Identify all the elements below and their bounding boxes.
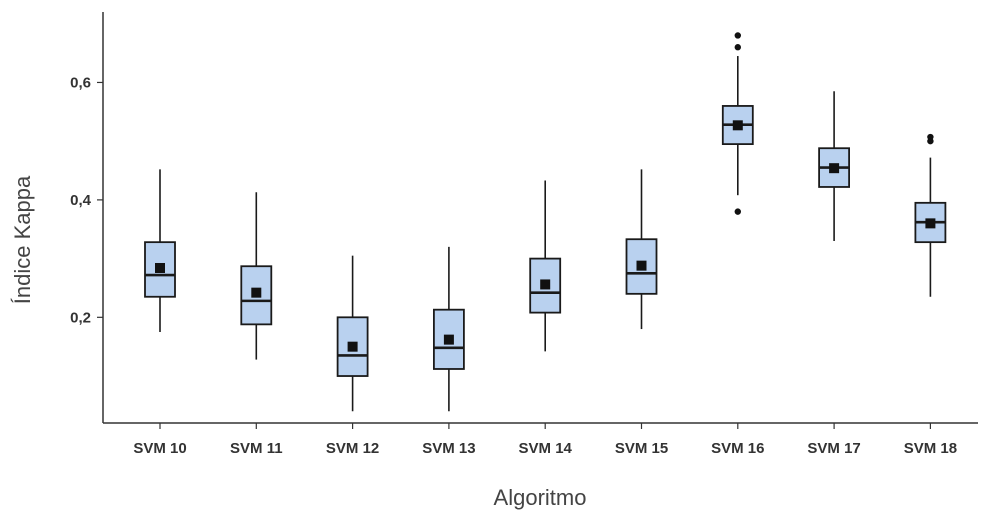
mean-marker xyxy=(540,279,551,290)
x-tick-label: SVM 10 xyxy=(133,440,186,457)
mean-marker xyxy=(347,341,358,352)
x-tick-label: SVM 17 xyxy=(807,440,860,457)
x-axis-title: Algoritmo xyxy=(494,485,587,510)
outlier-point xyxy=(927,133,934,141)
box-group xyxy=(914,133,947,297)
box-group xyxy=(240,192,273,360)
y-tick-label: 0,6 xyxy=(70,74,91,91)
x-ticks: SVM 10 SVM 11 SVM 12 SVM 13 SVM 14 SVM 15 SVM … xyxy=(133,423,957,457)
x-tick-label: SVM 18 xyxy=(904,440,957,457)
box-group xyxy=(529,180,562,352)
mean-marker xyxy=(443,334,454,345)
box-group xyxy=(721,32,754,215)
x-tick-label: SVM 13 xyxy=(422,440,475,457)
outlier-point xyxy=(734,208,741,215)
x-tick-label: SVM 15 xyxy=(615,440,668,457)
y-ticks: 0,2 0,4 0,6 xyxy=(70,74,103,326)
x-tick-label: SVM 14 xyxy=(519,440,573,457)
outlier-point xyxy=(734,44,741,51)
x-tick-label: SVM 11 xyxy=(230,440,283,457)
y-tick-label: 0,2 xyxy=(70,309,91,326)
outlier-point xyxy=(734,32,741,39)
y-tick-label: 0,4 xyxy=(70,192,92,209)
mean-marker xyxy=(155,262,165,273)
x-tick-label: SVM 16 xyxy=(711,440,764,457)
mean-marker xyxy=(925,218,936,229)
box-group xyxy=(144,169,176,332)
box-group xyxy=(625,169,658,330)
axes xyxy=(102,12,978,424)
x-tick-label: SVM 12 xyxy=(326,440,379,457)
box-group xyxy=(432,246,465,412)
mean-marker xyxy=(636,260,647,271)
mean-marker xyxy=(732,120,743,131)
y-axis-title: Índice Kappa xyxy=(10,175,35,304)
mean-marker xyxy=(829,163,840,174)
box-group xyxy=(818,91,850,241)
mean-marker xyxy=(251,287,262,298)
boxes xyxy=(144,32,947,412)
box-group xyxy=(336,255,369,412)
